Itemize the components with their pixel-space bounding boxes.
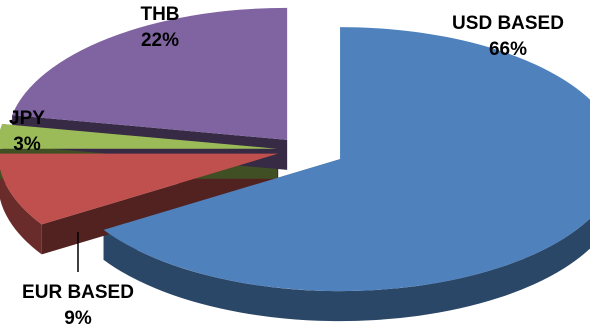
thb-slice	[12, 7, 288, 140]
usd-based-slice	[103, 27, 590, 292]
eur-based-slice	[0, 153, 279, 225]
usd-based-label-name: USD BASED	[452, 13, 564, 34]
jpy-label-name: JPY	[9, 108, 45, 129]
jpy-slice	[0, 124, 278, 149]
eur-based-label-name: EUR BASED	[22, 282, 134, 303]
eur-based-slice-side	[0, 168, 42, 255]
usd-based-slice-side	[103, 218, 590, 322]
thb-label-percent: 22%	[141, 30, 179, 51]
eur-based-label-percent: 9%	[64, 308, 92, 329]
jpy-label-percent: 3%	[13, 134, 41, 155]
thb-label-name: THB	[140, 4, 179, 25]
usd-based-label-percent: 66%	[489, 39, 527, 60]
